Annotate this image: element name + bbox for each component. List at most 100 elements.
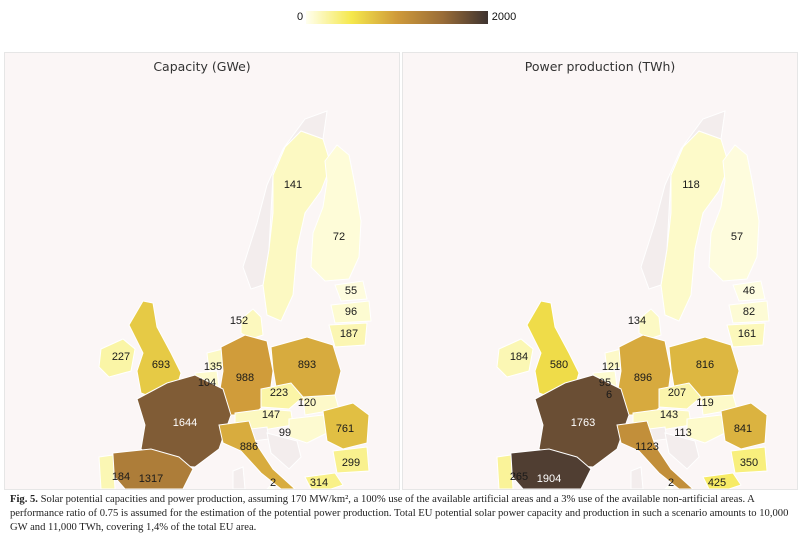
value-label-denmark: 134 bbox=[628, 315, 646, 327]
value-label-hungary: 99 bbox=[279, 427, 291, 439]
country-hungary bbox=[288, 414, 332, 444]
country-romania bbox=[720, 402, 768, 450]
country-lithuania bbox=[328, 322, 368, 348]
value-label-romania: 761 bbox=[336, 423, 354, 435]
country-latvia bbox=[330, 300, 372, 324]
figure-caption: Fig. 5. Solar potential capacities and p… bbox=[10, 493, 790, 535]
value-label-netherlands: 135 bbox=[204, 361, 222, 373]
power-production-map: 118 57 46 82 161 134 184 580 121 956 896 816 207 119 1… bbox=[403, 53, 797, 489]
value-label-latvia: 96 bbox=[345, 306, 357, 318]
value-label-malta: 2 bbox=[668, 477, 674, 489]
country-denmark bbox=[240, 308, 264, 340]
country-ireland bbox=[98, 338, 136, 378]
caption-fig-label: Fig. 5. bbox=[10, 494, 38, 505]
value-label-finland: 72 bbox=[333, 231, 345, 243]
color-legend: 0 2000 bbox=[297, 11, 516, 24]
value-label-italy: 1123 bbox=[635, 441, 659, 453]
country-ireland bbox=[496, 338, 534, 378]
country-czech-republic bbox=[658, 382, 702, 410]
value-label-sweden: 141 bbox=[284, 179, 302, 191]
country-france bbox=[534, 374, 630, 468]
value-label-lithuania: 161 bbox=[738, 328, 756, 340]
country-estonia bbox=[732, 280, 766, 302]
country-greece bbox=[702, 472, 742, 489]
country-denmark bbox=[638, 308, 662, 340]
value-label-ireland: 227 bbox=[112, 351, 130, 363]
value-label-luxembourg: 6 bbox=[606, 389, 612, 401]
value-label-austria: 147 bbox=[262, 409, 280, 421]
value-label-czech-republic: 207 bbox=[668, 387, 686, 399]
value-label-ireland: 184 bbox=[510, 351, 528, 363]
country-germany bbox=[616, 334, 672, 416]
country-portugal bbox=[98, 454, 116, 489]
legend-min-label: 0 bbox=[297, 11, 303, 23]
value-label-germany: 896 bbox=[634, 372, 652, 384]
country-norway bbox=[640, 110, 726, 290]
legend-max-label: 2000 bbox=[492, 11, 516, 23]
country-italy bbox=[616, 420, 694, 489]
value-label-united-kingdom: 693 bbox=[152, 359, 170, 371]
country-bulgaria bbox=[730, 446, 768, 474]
caption-text: Solar potential capacities and power pro… bbox=[10, 494, 789, 533]
value-label-poland: 816 bbox=[696, 359, 714, 371]
value-label-greece: 314 bbox=[310, 477, 328, 489]
country-sardinia bbox=[232, 466, 246, 489]
country-france bbox=[136, 374, 232, 468]
value-label-romania: 841 bbox=[734, 423, 752, 435]
capacity-map: 141 72 55 96 187 152 227 693 135 104 988 893 223 120 1… bbox=[5, 53, 399, 489]
country-estonia bbox=[334, 280, 368, 302]
country-hungary bbox=[686, 414, 730, 444]
capacity-map-title: Capacity (GWe) bbox=[153, 59, 251, 74]
value-label-hungary: 113 bbox=[674, 427, 692, 439]
country-lithuania bbox=[726, 322, 766, 348]
value-label-poland: 893 bbox=[298, 359, 316, 371]
country-latvia bbox=[728, 300, 770, 324]
country-italy bbox=[218, 420, 296, 489]
value-label-spain: 1904 bbox=[537, 473, 561, 485]
value-label-france: 1644 bbox=[173, 417, 197, 429]
capacity-map-panel: 141 72 55 96 187 152 227 693 135 104 988 893 223 120 1… bbox=[4, 52, 400, 490]
country-croatia bbox=[266, 432, 302, 470]
legend-color-bar bbox=[306, 11, 488, 24]
country-malta bbox=[664, 484, 674, 489]
country-czech-republic bbox=[260, 382, 304, 410]
country-bulgaria bbox=[332, 446, 370, 474]
value-label-bulgaria: 350 bbox=[740, 457, 758, 469]
value-label-finland: 57 bbox=[731, 231, 743, 243]
country-germany bbox=[218, 334, 274, 416]
value-label-malta: 2 bbox=[270, 477, 276, 489]
value-label-denmark: 152 bbox=[230, 315, 248, 327]
power-production-map-panel: 118 57 46 82 161 134 184 580 121 95 6 896 816 207 119 1… bbox=[402, 52, 798, 490]
value-label-portugal: 265 bbox=[510, 471, 528, 483]
value-label-belgium: 95 bbox=[599, 377, 611, 389]
country-portugal bbox=[496, 454, 514, 489]
country-romania bbox=[322, 402, 370, 450]
value-label-greece: 425 bbox=[708, 477, 726, 489]
country-greece bbox=[304, 472, 344, 489]
country-finland bbox=[310, 144, 362, 282]
country-finland bbox=[708, 144, 760, 282]
value-label-netherlands: 121 bbox=[602, 361, 620, 373]
value-label-belgium: 104 bbox=[198, 377, 216, 389]
value-label-sweden: 118 bbox=[682, 179, 700, 191]
value-label-slovakia: 119 bbox=[696, 397, 714, 409]
value-label-austria: 143 bbox=[660, 409, 678, 421]
country-malta bbox=[266, 484, 276, 489]
power-production-map-title: Power production (TWh) bbox=[524, 59, 676, 74]
value-label-estonia: 46 bbox=[743, 285, 755, 297]
country-norway bbox=[242, 110, 328, 290]
value-label-estonia: 55 bbox=[345, 285, 357, 297]
value-label-france: 1763 bbox=[571, 417, 595, 429]
value-label-czech-republic: 223 bbox=[270, 387, 288, 399]
value-label-united-kingdom: 580 bbox=[550, 359, 568, 371]
value-label-italy: 886 bbox=[240, 441, 258, 453]
value-label-portugal: 184 bbox=[112, 471, 130, 483]
value-label-lithuania: 187 bbox=[340, 328, 358, 340]
value-label-slovakia: 120 bbox=[298, 397, 316, 409]
value-label-bulgaria: 299 bbox=[342, 457, 360, 469]
value-label-latvia: 82 bbox=[743, 306, 755, 318]
value-label-germany: 988 bbox=[236, 372, 254, 384]
country-croatia bbox=[664, 432, 700, 470]
value-label-spain: 1317 bbox=[139, 473, 163, 485]
country-sardinia bbox=[630, 466, 644, 489]
